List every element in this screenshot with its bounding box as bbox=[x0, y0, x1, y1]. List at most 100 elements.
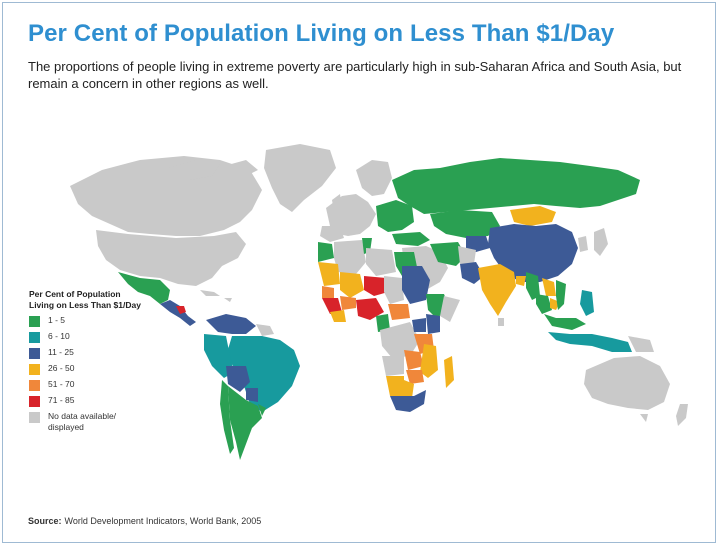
legend-label: 51 - 70 bbox=[48, 379, 75, 389]
region-argentina bbox=[228, 386, 262, 460]
region-png bbox=[628, 336, 654, 352]
region-vietnam bbox=[556, 280, 566, 310]
region-indonesia bbox=[548, 332, 632, 352]
region-paraguay bbox=[246, 388, 258, 402]
legend-swatch bbox=[29, 364, 40, 375]
region-turkey bbox=[392, 232, 430, 246]
region-car bbox=[388, 304, 410, 320]
region-arctic-islands bbox=[168, 160, 258, 180]
region-scandinavia bbox=[356, 160, 392, 196]
legend-swatch bbox=[29, 316, 40, 327]
legend-label: 6 - 10 bbox=[48, 331, 70, 341]
region-central-asia-blue bbox=[466, 236, 490, 252]
region-cameroon bbox=[376, 314, 390, 332]
region-malawi-moz bbox=[420, 344, 438, 378]
region-venezuela bbox=[206, 314, 256, 334]
legend-swatch bbox=[29, 412, 40, 423]
region-somalia bbox=[440, 296, 460, 322]
region-myanmar bbox=[526, 272, 540, 300]
region-botswana bbox=[404, 380, 414, 398]
region-central-america-red bbox=[176, 306, 186, 314]
source-text: World Development Indicators, World Bank… bbox=[64, 516, 262, 526]
region-pakistan bbox=[460, 262, 484, 284]
legend-item: 26 - 50 bbox=[29, 363, 169, 379]
region-new-zealand bbox=[676, 404, 688, 426]
region-afghanistan bbox=[458, 246, 476, 264]
region-canada bbox=[70, 156, 262, 236]
region-sudan bbox=[402, 266, 430, 304]
region-japan bbox=[594, 228, 608, 256]
region-uganda bbox=[412, 318, 426, 332]
region-namibia bbox=[386, 376, 404, 396]
legend-label: 11 - 25 bbox=[48, 347, 74, 357]
legend-title-line2: Living on Less Than $1/Day bbox=[29, 300, 141, 310]
region-burkina bbox=[340, 296, 356, 310]
region-tasmania bbox=[640, 414, 648, 422]
legend-swatch bbox=[29, 332, 40, 343]
legend-item: No data available/ displayed bbox=[29, 411, 169, 439]
region-senegal bbox=[322, 286, 334, 298]
legend-label: 26 - 50 bbox=[48, 363, 75, 373]
region-mali bbox=[340, 272, 364, 298]
region-madagascar bbox=[444, 356, 454, 388]
region-greenland bbox=[264, 144, 336, 212]
region-central-america bbox=[160, 300, 196, 326]
legend-item: 71 - 85 bbox=[29, 395, 169, 411]
legend-item: 1 - 5 bbox=[29, 315, 169, 331]
legend-swatch bbox=[29, 348, 40, 359]
region-mauritania bbox=[318, 262, 340, 286]
region-zambia bbox=[404, 350, 424, 370]
region-australia bbox=[584, 356, 670, 410]
region-guyana bbox=[256, 324, 274, 336]
legend-swatch bbox=[29, 380, 40, 391]
legend-item: 6 - 10 bbox=[29, 331, 169, 347]
region-congo bbox=[380, 322, 420, 358]
region-brazil bbox=[226, 336, 300, 412]
region-uk bbox=[332, 194, 342, 212]
region-thailand bbox=[536, 294, 552, 314]
legend-swatch bbox=[29, 396, 40, 407]
region-china bbox=[488, 224, 578, 282]
page-subtitle: The proportions of people living in extr… bbox=[28, 59, 682, 91]
legend-title-line1: Per Cent of Population bbox=[29, 289, 121, 299]
region-uruguay bbox=[258, 404, 266, 416]
legend-label: 71 - 85 bbox=[48, 395, 75, 405]
region-laos bbox=[542, 278, 556, 296]
region-philippines bbox=[580, 290, 594, 316]
region-niger bbox=[364, 276, 388, 296]
region-russia bbox=[392, 158, 640, 214]
region-mexico bbox=[118, 272, 170, 304]
region-iberia bbox=[320, 226, 344, 242]
region-korea bbox=[578, 236, 588, 252]
legend-label-line2: displayed bbox=[48, 422, 84, 432]
region-usa bbox=[96, 230, 246, 286]
region-kenya bbox=[426, 314, 440, 334]
region-south-africa bbox=[390, 390, 426, 412]
region-chad bbox=[384, 276, 404, 304]
source-label: Source: bbox=[28, 516, 62, 526]
region-zimbabwe bbox=[406, 370, 424, 384]
region-algeria bbox=[334, 240, 366, 274]
region-india bbox=[478, 264, 516, 316]
region-nigeria bbox=[356, 298, 384, 320]
region-malaysia bbox=[544, 314, 586, 330]
page-title: Per Cent of Population Living on Less Th… bbox=[28, 20, 615, 47]
region-caribbean bbox=[200, 290, 232, 302]
legend: Per Cent of Population Living on Less Th… bbox=[29, 289, 169, 439]
region-bangladesh bbox=[516, 276, 526, 286]
region-gambia-guinea bbox=[322, 298, 342, 314]
legend-item: 51 - 70 bbox=[29, 379, 169, 395]
region-morocco bbox=[318, 242, 334, 262]
legend-title: Per Cent of Population Living on Less Th… bbox=[29, 289, 169, 311]
region-west-africa-yellow bbox=[330, 310, 346, 322]
region-bolivia bbox=[226, 366, 250, 392]
source-note: Source: World Development Indicators, Wor… bbox=[28, 516, 261, 526]
region-kazakhstan bbox=[430, 210, 500, 238]
legend-label: 1 - 5 bbox=[48, 315, 66, 325]
legend-item: 11 - 25 bbox=[29, 347, 169, 363]
region-libya bbox=[366, 248, 396, 276]
legend-label-line1: No data available/ bbox=[48, 411, 117, 421]
region-chile bbox=[220, 380, 234, 454]
